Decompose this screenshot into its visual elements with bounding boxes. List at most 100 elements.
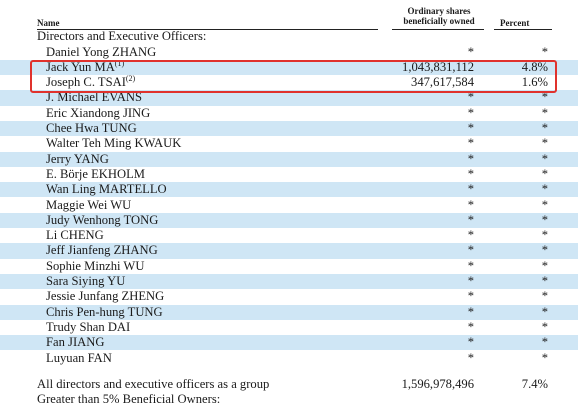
percent-value: 4.8% [521,59,548,74]
table-row: Jessie Junfang ZHENG * * [0,289,578,304]
shares-value: * [467,228,474,243]
shares-value: 1,043,831,112 [402,59,474,74]
person-name: Jessie Junfang ZHENG [46,289,164,304]
shares-value: * [467,304,474,319]
person-name-text: Sophie Minzhi WU [46,258,145,273]
person-name: Chee Hwa TUNG [46,121,137,136]
shares-value: * [467,121,474,135]
shares-value: * [467,319,474,334]
table-row: Chee Hwa TUNG * * [0,121,578,137]
shares-value: 347,617,584 [411,75,474,90]
shares-header-rule [392,29,484,30]
table-row: Sophie Minzhi WU * * [0,259,578,274]
person-name-text: Judy Wenhong TONG [46,212,159,227]
percent-value: * [541,350,548,365]
table-row: Joseph C. TSAI(2) 347,617,584 1.6% [0,75,578,90]
shares-header: Ordinary shares beneficially owned [399,6,479,26]
percent-value: * [541,166,548,181]
person-name-text: Chris Pen-hung TUNG [46,304,163,319]
total-shares: 1,596,978,496 [401,377,474,391]
person-name: Wan Ling MARTELLO [46,182,167,197]
percent-value: * [541,319,548,334]
person-name-text: Trudy Shan DAI [46,319,131,334]
person-name: Chris Pen-hung TUNG [46,305,163,320]
footnote-ref: (1) [114,58,125,68]
person-name-text: J. Michael EVANS [46,90,142,105]
person-name-text: Luyuan FAN [46,350,112,365]
table-row: Jeff Jianfeng ZHANG * * [0,243,578,259]
total-percent: 7.4% [521,377,548,391]
person-name: Daniel Yong ZHANG [46,45,156,60]
shares-value: * [467,258,474,273]
table-row: Li CHENG * * [0,228,578,243]
shares-header-line2: beneficially owned [403,16,475,26]
percent-value: * [541,212,548,227]
highlight-box [30,60,557,93]
person-name-text: Eric Xiandong JING [46,105,151,120]
table-row: Wan Ling MARTELLO * * [0,182,578,198]
person-name-text: Chee Hwa TUNG [46,121,137,135]
person-name-text: Jack Yun MA [46,59,115,74]
percent-value: * [541,335,548,350]
name-header: Name [37,18,60,28]
person-name-text: Li CHENG [46,228,104,243]
next-section-title: Greater than 5% Beneficial Owners: [37,392,221,406]
shares-value: * [467,151,474,166]
table-row: Daniel Yong ZHANG * * [0,45,578,60]
table-row: J. Michael EVANS * * [0,90,578,106]
table-row: Jack Yun MA(1) 1,043,831,112 4.8% [0,58,578,76]
percent-value: * [541,121,548,135]
section-row: Directors and Executive Officers: [0,29,578,44]
percent-header: Percent [500,18,530,28]
person-name-text: Jeff Jianfeng ZHANG [46,243,158,258]
percent-value: * [541,258,548,273]
shares-value: * [467,166,474,181]
percent-value: * [541,197,548,212]
percent-value: * [541,228,548,243]
person-name: Judy Wenhong TONG [46,213,158,228]
shares-value: * [467,182,474,197]
shares-value: * [467,350,474,365]
shares-value: * [467,212,474,227]
person-name: Fan JIANG [46,335,104,350]
person-name: Eric Xiandong JING [46,106,150,121]
total-row: All directors and executive officers as … [0,377,578,392]
shares-value: * [467,136,474,151]
person-name-text: E. Börje EKHOLM [46,166,145,181]
person-name: Sara Siying YU [46,274,125,289]
person-name-text: Wan Ling MARTELLO [46,182,167,197]
person-name: Jerry YANG [46,152,109,167]
table-row: Trudy Shan DAI * * [0,320,578,335]
name-header-rule [37,29,378,30]
person-name: Jeff Jianfeng ZHANG [46,243,158,258]
total-label: All directors and executive officers as … [37,377,270,391]
percent-value: * [541,105,548,120]
person-name: Luyuan FAN [46,351,112,366]
percent-value: * [541,304,548,319]
percent-header-rule [494,29,552,30]
percent-value: * [541,182,548,197]
percent-value: * [541,243,548,258]
table-row: Maggie Wei WU * * [0,198,578,213]
shares-header-line1: Ordinary shares [407,6,471,16]
person-name-text: Jerry YANG [46,151,109,166]
shares-value: * [467,335,474,350]
percent-value: * [541,44,548,59]
person-name-text: Daniel Yong ZHANG [46,44,157,59]
table-row: Judy Wenhong TONG * * [0,212,578,229]
percent-value: * [541,136,548,151]
percent-value: * [541,289,548,304]
shares-value: * [467,105,474,120]
person-name-text: Walter Teh Ming KWAUK [46,136,182,151]
person-name-text: Jessie Junfang ZHENG [46,289,165,304]
shares-value: * [467,197,474,212]
person-name-text: Sara Siying YU [46,274,126,288]
table-row: Walter Teh Ming KWAUK * * [0,136,578,151]
table-row: E. Börje EKHOLM * * [0,167,578,182]
person-name: Trudy Shan DAI [46,320,130,335]
person-name: Sophie Minzhi WU [46,259,144,274]
section-title: Directors and Executive Officers: [37,29,207,43]
table-row: Eric Xiandong JING * * [0,106,578,121]
percent-value: 1.6% [521,75,548,90]
table-row: Fan JIANG * * [0,335,578,351]
